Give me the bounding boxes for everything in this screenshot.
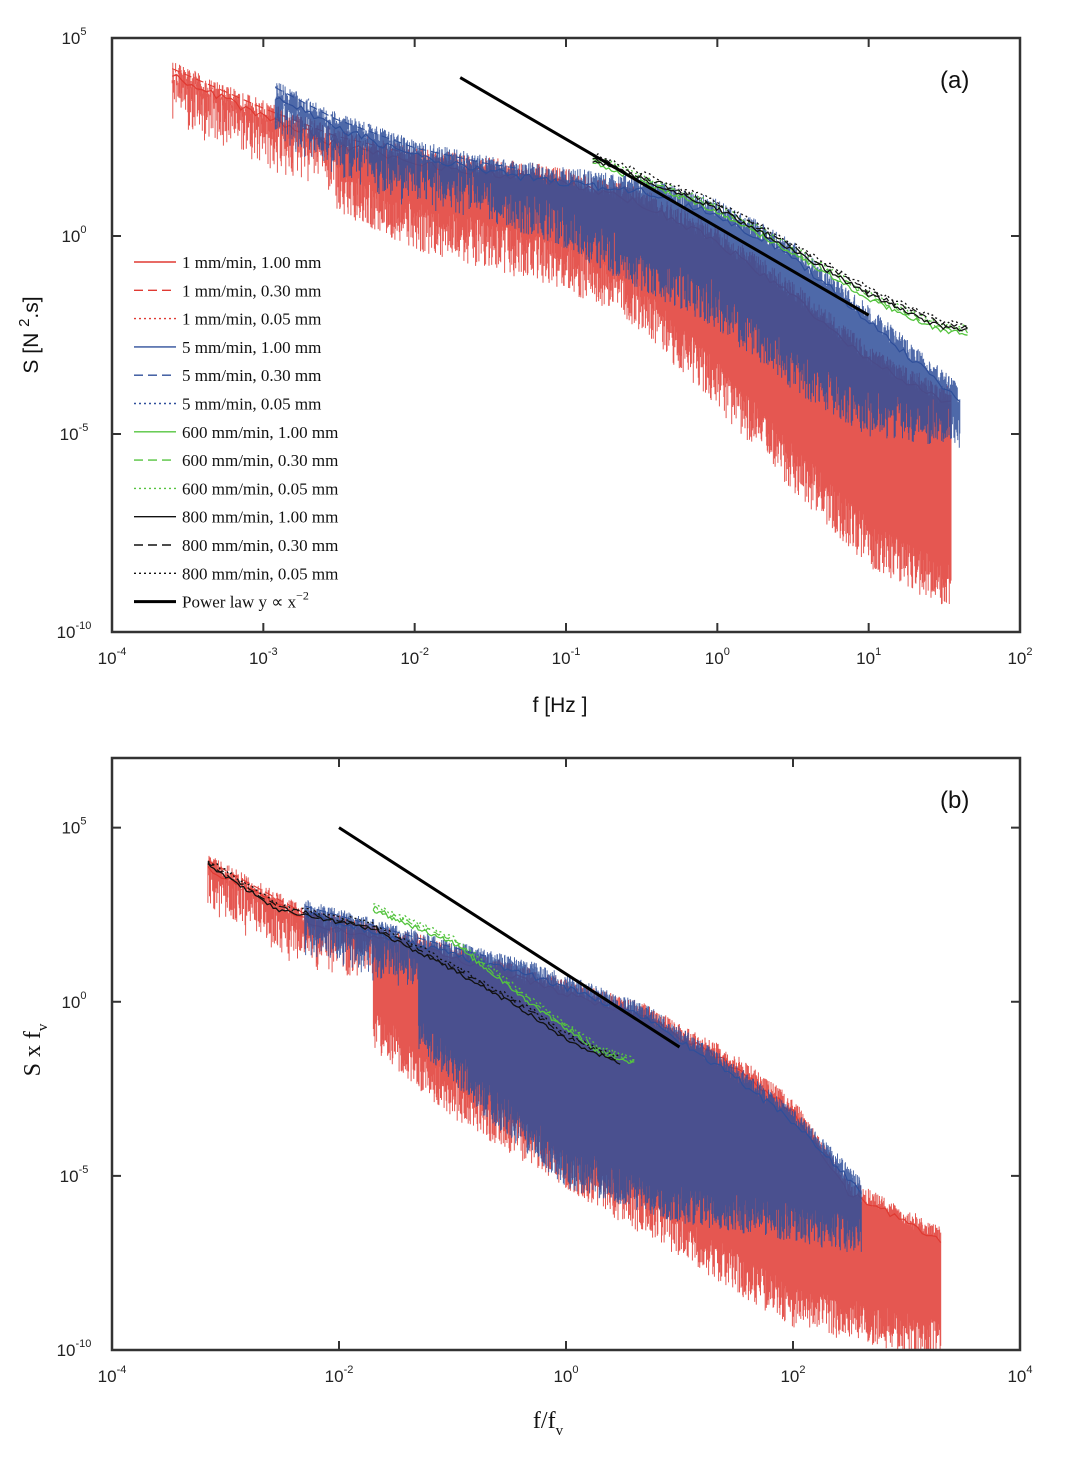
series-5-mm-min [274,83,961,448]
legend: 1 mm/min, 1.00 mm 1 mm/min, 0.30 mm 1 mm/m… [134,253,338,612]
legend-label: 800 mm/min, 0.30 mm [182,536,338,555]
plot-area [207,826,942,1350]
trace-line [372,905,635,1063]
x-tick-label: 102 [780,1364,805,1386]
x-tick-label: 10-4 [98,646,127,668]
trace-line [207,860,621,1059]
legend-label: 1 mm/min, 0.30 mm [182,281,321,300]
trace-line [207,861,621,1061]
x-tick-label: 10-1 [552,646,581,668]
series-5-mm-min [304,900,862,1252]
y-tick-label: 10-5 [60,422,89,444]
legend-label: 800 mm/min, 0.05 mm [182,564,338,583]
legend-label: 1 mm/min, 1.00 mm [182,253,321,272]
power-law-line [459,76,870,317]
x-tick-label: 10-2 [325,1364,354,1386]
legend-label: Power law y ∝ x−2 [182,589,309,612]
y-tick-label: 100 [61,990,86,1012]
y-tick-label: 10-10 [57,1338,92,1360]
series-power-law [338,826,681,1049]
legend-label: 600 mm/min, 0.05 mm [182,479,338,498]
x-tick-label: 100 [553,1364,578,1386]
trace-line [207,863,621,1065]
y-tick-label: 100 [61,224,86,246]
power-law-line [338,826,681,1049]
x-tick-label: 10-4 [98,1364,127,1386]
legend-label: 600 mm/min, 0.30 mm [182,451,338,470]
legend-label: 1 mm/min, 0.05 mm [182,310,321,329]
series-800-mm-min [207,860,621,1065]
panel-label: (a) [940,67,969,94]
plot-area [171,62,969,605]
x-tick-label: 104 [1007,1364,1032,1386]
legend-label: 5 mm/min, 0.05 mm [182,395,321,414]
trace-line [592,160,968,332]
series-800-mm-min [592,153,968,332]
trace-line [592,161,968,336]
legend-label: 5 mm/min, 1.00 mm [182,338,321,357]
trace-line [373,903,635,1061]
panel-b: 10-4 10-2 100 102 104 10-10 10-5 100 105 (b) f/fv S… [20,756,1033,1439]
x-tick-label: 102 [1007,646,1032,668]
trace-line-dashed [275,87,518,169]
legend-label: 600 mm/min, 1.00 mm [182,423,338,442]
noise-band [304,900,862,1252]
legend-label: 800 mm/min, 1.00 mm [182,508,338,527]
noise-band [274,83,961,448]
x-tick-label: 101 [856,646,881,668]
panel-a: 10-4 10-3 10-2 10-1 100 101 102 10-10 10-5 100 105… [16,26,1033,717]
y-tick-label: 10-5 [60,1164,89,1186]
legend-label: 5 mm/min, 0.30 mm [182,366,321,385]
y-tick-label: 105 [61,816,86,838]
x-tick-label: 100 [705,646,730,668]
x-axis-label: f [Hz ] [533,694,588,717]
y-axis-label: S x fv [20,1023,51,1076]
panel-label: (b) [940,787,969,814]
y-axis-label: S [N 2.s] [16,296,43,373]
trace-line-dashed [304,905,487,957]
series-600-mm-min [372,903,635,1065]
x-axis-label: f/fv [533,1408,564,1439]
y-tick-label: 105 [61,26,86,48]
trace-line [592,157,968,329]
x-tick-label: 10-2 [400,646,429,668]
trace-line [304,911,862,1194]
series-power-law [459,76,870,317]
x-tick-label: 10-3 [249,646,278,668]
y-tick-label: 10-10 [57,620,92,642]
